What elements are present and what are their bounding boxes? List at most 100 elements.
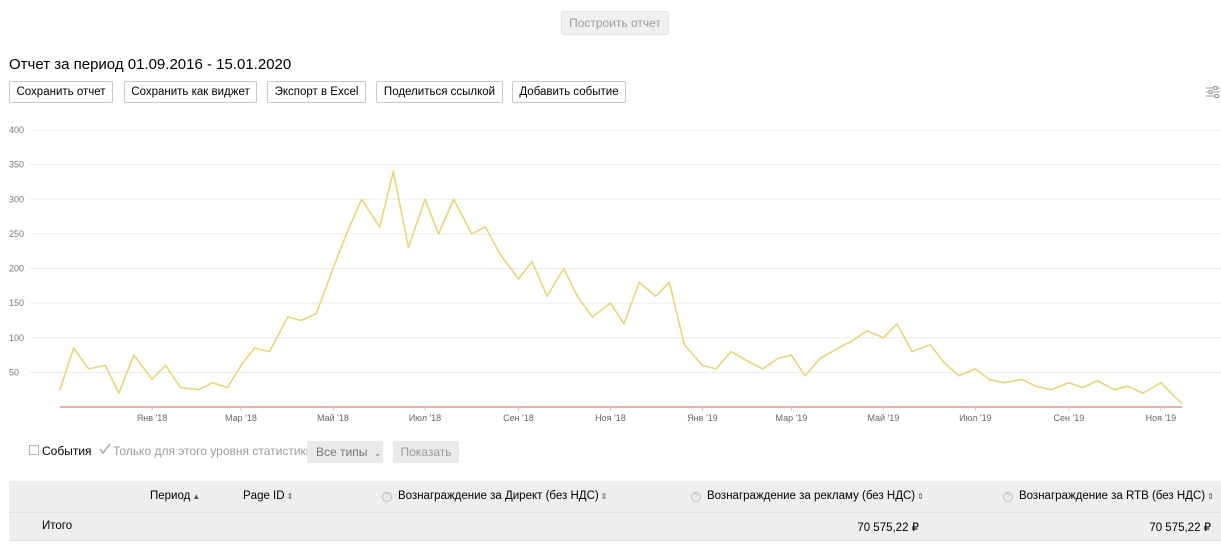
x-tick-label: Май '18	[317, 413, 349, 423]
header-page-id[interactable]: Page ID ⇕	[243, 490, 293, 502]
data-point	[437, 233, 440, 235]
data-point	[424, 198, 426, 201]
total-label: Итого	[42, 520, 73, 532]
data-point	[1160, 381, 1162, 384]
data-point	[118, 392, 120, 394]
series-line	[59, 170, 1183, 405]
data-point	[850, 340, 853, 343]
data-point	[974, 368, 977, 370]
help-icon[interactable]: ?	[691, 492, 701, 502]
y-tick-label: 100	[9, 333, 24, 343]
sort-asc-icon: ▲	[192, 492, 201, 501]
data-point	[748, 361, 750, 363]
report-title: Отчет за период 01.09.2016 - 15.01.2020	[9, 56, 292, 73]
level-only-label: Только для этого уровня статистики	[113, 444, 313, 458]
build-report-button[interactable]: Построить отчет	[561, 11, 669, 35]
data-point	[761, 368, 764, 370]
data-point	[499, 253, 502, 256]
data-point	[668, 281, 671, 284]
y-tick-label: 300	[9, 194, 24, 204]
chart-series	[59, 170, 1183, 408]
data-point	[531, 260, 533, 263]
line-chart: 50 100 150 200 250 300 350 400 Янв '18 Мар '18 Ма…	[9, 125, 1221, 423]
header-page-id-label: Page ID	[243, 490, 285, 502]
data-point	[345, 233, 348, 235]
data-point	[59, 388, 61, 391]
header-ad-reward-label: Вознаграждение за рекламу (без НДС)	[707, 490, 916, 502]
data-point	[1003, 381, 1005, 384]
total-ad-reward: 70 575,22 ₽	[857, 522, 919, 534]
data-point	[790, 354, 793, 356]
data-point	[1081, 386, 1084, 389]
data-point	[942, 361, 945, 363]
x-tick-label: Июл '19	[959, 413, 992, 423]
data-point	[470, 233, 473, 235]
data-point	[179, 386, 182, 389]
share-link-button[interactable]: Поделиться ссылкой	[376, 81, 503, 103]
x-tick-label: Ноя '18	[595, 413, 626, 423]
data-point	[1068, 381, 1070, 384]
checkmark-icon[interactable]	[99, 443, 111, 455]
data-point	[286, 316, 289, 318]
data-point	[730, 350, 732, 353]
data-point	[866, 330, 868, 332]
all-types-dropdown[interactable]: Все типы ⌄	[307, 441, 383, 463]
sort-icon: ⇕	[917, 492, 924, 501]
all-types-label: Все типы	[316, 445, 368, 459]
data-point	[683, 343, 686, 346]
total-rtb-reward: 70 575,22 ₽	[1149, 522, 1211, 534]
export-excel-button[interactable]: Экспорт в Excel	[267, 81, 366, 103]
events-checkbox[interactable]	[29, 445, 39, 455]
data-point	[104, 364, 107, 367]
data-point	[226, 386, 229, 389]
help-icon[interactable]: ?	[1003, 492, 1013, 502]
data-point	[517, 278, 520, 280]
x-tick-label: Мар '18	[225, 413, 257, 423]
data-point	[638, 281, 640, 284]
data-point	[1034, 385, 1037, 388]
header-rtb-reward[interactable]: ? Вознаграждение за RTB (без НДС) ⇕	[1003, 490, 1214, 502]
header-direct-reward-label: Вознаграждение за Директ (без НДС)	[398, 490, 599, 502]
y-tick-label: 50	[9, 367, 19, 377]
data-point	[407, 246, 410, 249]
data-point	[701, 364, 704, 367]
data-point	[300, 319, 303, 322]
show-button[interactable]: Показать	[393, 441, 459, 463]
y-tick-label: 250	[9, 229, 24, 239]
data-point	[929, 343, 931, 346]
y-tick-label: 150	[9, 298, 24, 308]
data-point	[911, 350, 913, 353]
add-event-button[interactable]: Добавить событие	[512, 81, 626, 103]
header-direct-reward[interactable]: ? Вознаграждение за Директ (без НДС) ⇕	[382, 490, 607, 502]
data-point	[576, 295, 579, 297]
x-tick-label: Май '19	[867, 413, 899, 423]
x-tick-label: Сен '18	[503, 413, 534, 423]
header-period-label: Период	[150, 490, 191, 502]
y-tick-label: 200	[9, 264, 24, 274]
data-point	[332, 267, 334, 270]
y-tick-label: 350	[9, 160, 24, 170]
data-point	[1173, 395, 1176, 398]
data-point	[87, 368, 90, 370]
data-point	[133, 354, 135, 356]
save-widget-button[interactable]: Сохранить как виджет	[124, 81, 257, 103]
data-point	[958, 375, 960, 377]
data-point	[253, 347, 256, 349]
data-point	[777, 357, 779, 360]
help-icon[interactable]: ?	[382, 492, 392, 502]
table-header: Период ▲ Page ID ⇕ ? Вознаграждение за Дире…	[9, 481, 1221, 512]
data-point	[562, 267, 565, 270]
settings-sliders-icon[interactable]	[1206, 86, 1220, 98]
x-tick-label: Июл '18	[409, 413, 442, 423]
header-period[interactable]: Период ▲	[150, 490, 200, 502]
save-report-button[interactable]: Сохранить отчет	[9, 81, 113, 103]
data-point	[268, 350, 271, 353]
data-point	[715, 368, 717, 370]
data-point	[623, 323, 625, 325]
data-point	[1141, 392, 1144, 394]
header-ad-reward[interactable]: ? Вознаграждение за рекламу (без НДС) ⇕	[691, 490, 924, 502]
chart-controls: События Только для этого уровня статисти…	[0, 440, 1221, 464]
x-tick-label: Янв '18	[137, 413, 167, 423]
data-point	[484, 226, 487, 228]
data-point	[837, 347, 839, 349]
